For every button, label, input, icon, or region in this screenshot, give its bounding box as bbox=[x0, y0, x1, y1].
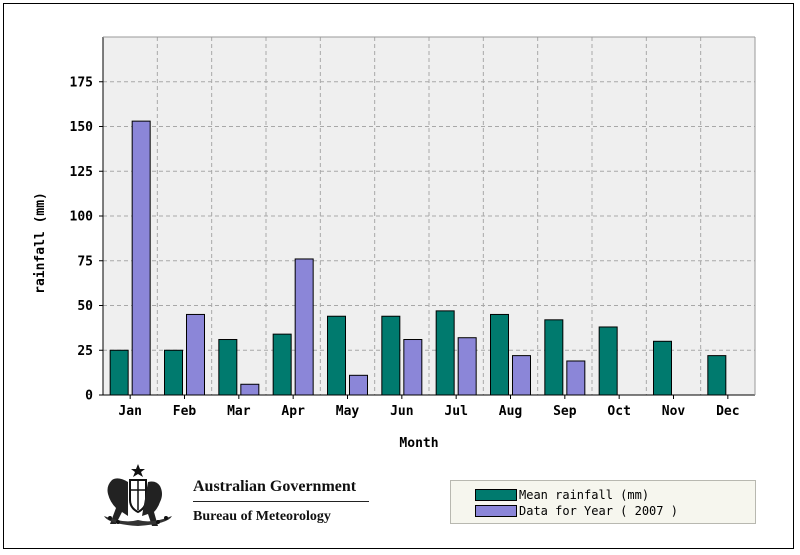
x-tick-label: Jul bbox=[444, 404, 467, 419]
legend-label-mean: Mean rainfall (mm) bbox=[519, 488, 650, 502]
bar-mean-jan bbox=[109, 349, 129, 396]
legend-item-2007: Data for Year ( 2007 ) bbox=[475, 503, 678, 519]
y-tick-label: 100 bbox=[70, 210, 94, 225]
bar-mean-oct bbox=[598, 326, 618, 396]
bar-mean-jun bbox=[381, 315, 401, 396]
y-tick-label: 175 bbox=[70, 75, 93, 90]
bar-mean-feb bbox=[164, 349, 183, 396]
x-tick-label: Aug bbox=[499, 404, 522, 419]
x-tick-label: May bbox=[336, 404, 360, 419]
bar-2007-mar bbox=[240, 383, 260, 396]
bar-mean-sep bbox=[544, 319, 564, 396]
bureau-title: Bureau of Meteorology bbox=[193, 509, 331, 524]
bar-2007-jun bbox=[403, 339, 423, 396]
bar-mean-may bbox=[327, 315, 346, 396]
legend-swatch-2007 bbox=[475, 505, 517, 517]
bom-logo: Australian Government Bureau of Meteorol… bbox=[90, 460, 380, 532]
y-tick-label: 25 bbox=[77, 344, 93, 359]
bar-2007-feb bbox=[186, 313, 205, 396]
x-tick-label: Apr bbox=[281, 404, 305, 419]
bar-2007-aug bbox=[512, 355, 531, 396]
bar-mean-dec bbox=[707, 355, 727, 396]
bar-2007-may bbox=[349, 374, 368, 396]
bar-2007-apr bbox=[294, 258, 314, 396]
divider bbox=[193, 501, 369, 502]
legend-label-2007: Data for Year ( 2007 ) bbox=[519, 504, 678, 518]
y-tick-label: 50 bbox=[77, 299, 93, 314]
bar-mean-aug bbox=[490, 313, 509, 396]
x-tick-label: Jan bbox=[118, 404, 141, 419]
bar-2007-sep bbox=[566, 360, 586, 396]
government-title: Australian Government bbox=[193, 478, 357, 495]
bar-mean-nov bbox=[653, 340, 672, 396]
legend-swatch-mean bbox=[475, 489, 517, 501]
x-tick-label: Feb bbox=[173, 404, 197, 419]
x-tick-label: Oct bbox=[607, 404, 630, 419]
y-axis-label: rainfall (mm) bbox=[33, 192, 48, 294]
legend-item-mean: Mean rainfall (mm) bbox=[475, 487, 649, 503]
australian-coat-of-arms-icon bbox=[104, 464, 172, 526]
x-tick-label: Jun bbox=[390, 404, 413, 419]
bar-mean-apr bbox=[272, 333, 292, 396]
grid bbox=[103, 37, 755, 395]
x-tick-label: Nov bbox=[662, 404, 686, 419]
bar-2007-jul bbox=[457, 337, 477, 396]
x-tick-label: Mar bbox=[227, 404, 251, 419]
bar-mean-mar bbox=[218, 339, 238, 396]
bar-2007-jan bbox=[131, 120, 151, 396]
x-tick-label: Dec bbox=[716, 404, 739, 419]
bar-mean-jul bbox=[435, 310, 455, 396]
axes: 0 25 50 75 100 125 150 175 Jan Feb Mar Apr May Jun Jul… bbox=[70, 36, 756, 419]
y-tick-label: 75 bbox=[77, 254, 93, 269]
bars bbox=[109, 120, 727, 396]
x-tick-label: Sep bbox=[553, 404, 577, 419]
y-tick-label: 150 bbox=[70, 120, 94, 135]
y-tick-label: 0 bbox=[85, 389, 93, 404]
chart-legend: Mean rainfall (mm) Data for Year ( 2007 … bbox=[450, 480, 756, 524]
y-tick-label: 125 bbox=[70, 165, 93, 180]
x-axis-label: Month bbox=[399, 436, 438, 451]
